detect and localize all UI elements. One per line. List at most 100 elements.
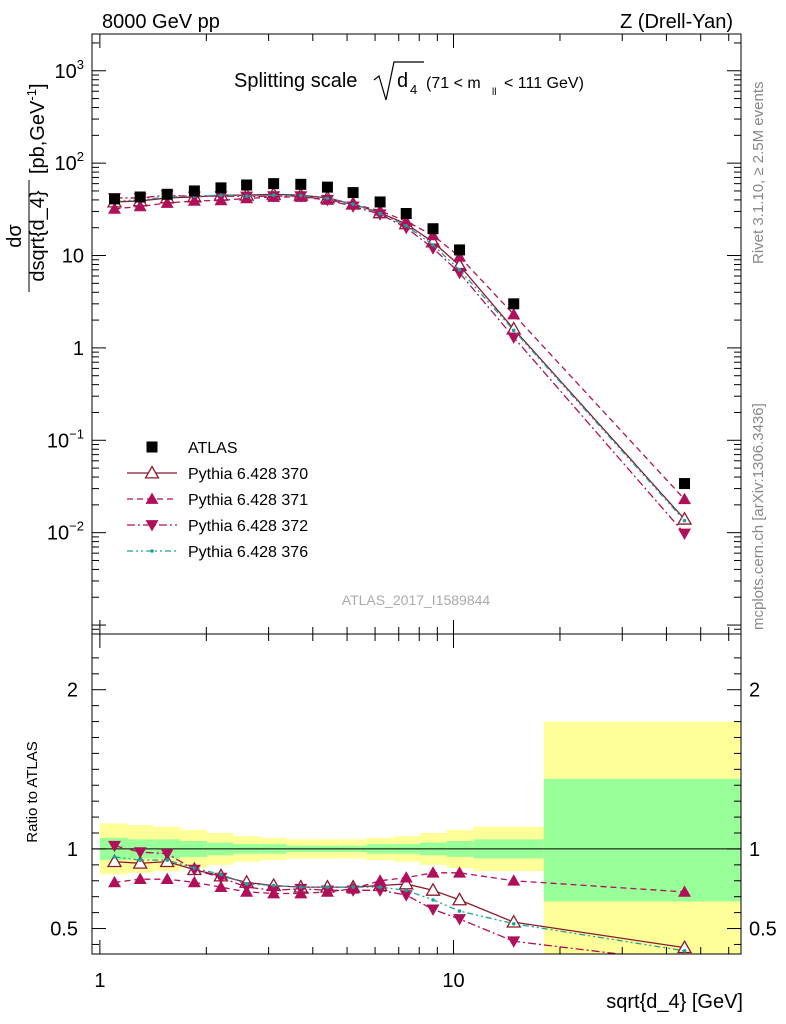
ratio-pythia-6-428-372-point (399, 890, 413, 902)
main-pythia-6-428-372-point (426, 243, 440, 255)
ytick-base: 10 (55, 153, 77, 175)
main-pythia-6-428-371-point (160, 196, 174, 208)
ratio-pythia-6-428-371-point (453, 866, 467, 878)
main-pythia-6-428-376-point (351, 202, 355, 206)
ratio-ytick-label-right: 2 (749, 680, 760, 702)
ratio-ytick-label-right: 1 (749, 839, 760, 861)
main-pythia-6-428-372-point (346, 201, 360, 213)
main-pythia-6-428-371-point (507, 307, 521, 320)
main-pythia-6-428-372-point (678, 528, 692, 540)
ratio-pythia-6-428-376-point (431, 898, 435, 902)
ratio-pythia-6-428-372-point (373, 885, 387, 897)
main-pythia-6-428-376-point (299, 193, 303, 198)
main-pythia-6-428-370-point (676, 511, 693, 525)
main-atlas-point (241, 179, 253, 191)
main-atlas-point (188, 185, 200, 197)
main-pythia-6-428-376-point (271, 193, 276, 197)
legend-label: Pythia 6.428 371 (188, 492, 308, 509)
main-ylabel: dσ dsqrt{d_4} [pb,GeV-1] (4, 83, 49, 292)
main-pythia-6-428-371-point (678, 492, 692, 505)
title-range-close: < 111 GeV) (504, 75, 584, 92)
main-atlas-point (268, 178, 280, 190)
main-atlas-point (374, 196, 386, 208)
main-ytick-label: 102 (55, 149, 84, 175)
main-atlas-point (321, 181, 333, 193)
main-pythia-6-428-376-line (114, 194, 686, 522)
main-ytick-label: 103 (55, 57, 84, 83)
main-pythia-6-428-376-point (682, 518, 687, 523)
ratio-pythia-6-428-370-point (506, 914, 522, 928)
ylabel-unit-open: [pb,GeV (27, 100, 49, 174)
ylabel-den: dsqrt{d_4} (27, 190, 49, 282)
ytick-exponent: −2 (69, 519, 84, 534)
ratio-pythia-6-428-370-point (106, 853, 123, 868)
title-range-sub: ll (492, 87, 496, 98)
ytick-base: 10 (47, 523, 69, 545)
main-atlas-point (109, 193, 121, 205)
header-right: Z (Drell-Yan) (620, 11, 733, 33)
ratio-pythia-6-428-371-point (160, 872, 174, 885)
main-pythia-6-428-371-point (133, 199, 147, 212)
title-range-open: (71 < m (426, 75, 481, 92)
ratio-panel: 1 10 0.5 0.5 1 1 2 2 Ratio to ATLAS sqrt{d_4} [… (24, 633, 777, 1013)
ratio-ticks: 1 10 0.5 0.5 1 1 2 2 (50, 634, 777, 992)
ratio-ylabel: Ratio to ATLAS (24, 741, 41, 842)
ratio-ytick-label-left: 2 (67, 680, 78, 702)
main-pythia-6-428-372-point (507, 332, 521, 344)
main-pythia-6-428-372-point (453, 267, 467, 280)
ratio-pythia-6-428-376-point (138, 858, 142, 862)
ratio-pythia-6-428-372-point (108, 840, 122, 853)
legend-label: Pythia 6.428 372 (188, 518, 308, 535)
ratio-series-layer (106, 840, 693, 954)
ratio-pythia-6-428-376-line (114, 856, 685, 952)
ratio-pythia-6-428-372-point (320, 885, 334, 897)
ratio-pythia-6-428-372-point (426, 904, 440, 916)
ratio-pythia-6-428-376-point (351, 885, 355, 889)
title-symbol: d (397, 70, 408, 92)
ratio-pythia-6-428-372-point (240, 882, 254, 894)
rivet-label: Rivet 3.1.10, ≥ 2.5M events (750, 82, 767, 265)
ratio-pythia-6-428-371-point (373, 874, 387, 886)
ratio-pythia-6-428-371-point (399, 871, 413, 883)
ylabel-unit-close: ] (27, 83, 49, 89)
title-prefix: Splitting scale (234, 70, 357, 92)
legend-label: Pythia 6.428 376 (188, 544, 308, 561)
x-tick-label: 10 (442, 970, 464, 992)
ytick-exponent: 2 (77, 149, 84, 164)
main-atlas-point (161, 188, 173, 200)
main-ytick-label: 10−2 (47, 519, 84, 545)
title-symbol-sub: 4 (410, 82, 417, 97)
ratio-ytick-label-right: 0.5 (749, 919, 777, 941)
main-atlas-point (400, 208, 412, 220)
legend-marker (144, 465, 160, 479)
main-atlas-point (295, 178, 307, 190)
ratio-band-inner (543, 778, 741, 902)
ratio-pythia-6-428-371-line (114, 872, 685, 895)
ratio-pythia-6-428-372-point (507, 936, 521, 948)
ratio-pythia-6-428-376-point (165, 858, 169, 862)
x-tick-label: 1 (94, 970, 105, 992)
legend-label: Pythia 6.428 370 (188, 466, 308, 483)
ratio-ytick-label-left: 1 (67, 839, 78, 861)
main-pythia-6-428-371-point (108, 202, 122, 214)
legend-label: ATLAS (188, 440, 238, 457)
ylabel-num: dσ (4, 224, 26, 248)
main-atlas-point (347, 187, 359, 199)
ratio-pythia-6-428-376-point (219, 872, 223, 877)
main-pythia-6-428-371-point (453, 250, 467, 262)
ratio-pythia-6-428-372-point (133, 847, 147, 859)
ratio-pythia-6-428-371-point (426, 866, 440, 878)
legend-marker (150, 549, 154, 553)
main-pythia-6-428-376-point (457, 268, 462, 272)
header-left: 8000 GeV pp (102, 11, 220, 33)
main-pythia-6-428-376-point (404, 223, 409, 228)
main-pythia-6-428-372-line (114, 194, 686, 534)
main-pythia-6-428-376-point (325, 196, 330, 201)
main-pythia-6-428-376-point (431, 243, 435, 247)
ratio-pythia-6-428-376-point (404, 888, 409, 893)
main-atlas-point (454, 244, 466, 256)
ratio-pythia-6-428-371-point (108, 875, 122, 888)
ratio-pythia-6-428-376-point (244, 882, 249, 886)
